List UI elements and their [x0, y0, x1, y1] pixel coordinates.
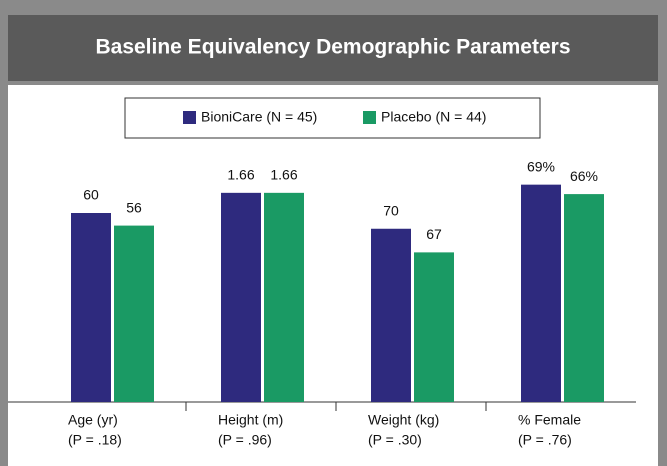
x-tick-label: % Female [518, 412, 581, 428]
legend-swatch [183, 111, 196, 124]
bar [564, 194, 604, 402]
legend-swatch [363, 111, 376, 124]
value-label: 1.66 [270, 167, 297, 183]
value-label: 67 [426, 226, 442, 242]
x-tick-note: (P = .18) [68, 432, 122, 448]
legend-label: Placebo (N = 44) [381, 109, 486, 125]
x-tick-label: Weight (kg) [368, 412, 439, 428]
value-label: 69% [527, 158, 555, 174]
value-label: 60 [83, 187, 99, 203]
bar [521, 184, 561, 402]
x-tick-label: Height (m) [218, 412, 283, 428]
bar [114, 225, 154, 402]
x-tick-note: (P = .96) [218, 432, 272, 448]
x-tick-label: Age (yr) [68, 412, 118, 428]
bar [414, 252, 454, 402]
value-label: 1.66 [227, 167, 254, 183]
bar [264, 192, 304, 402]
bar [221, 192, 261, 402]
value-label: 70 [383, 202, 399, 218]
bar [371, 228, 411, 402]
legend-label: BioniCare (N = 45) [201, 109, 317, 125]
x-tick-note: (P = .30) [368, 432, 422, 448]
value-label: 66% [570, 168, 598, 184]
bar [71, 213, 111, 402]
title-band [8, 15, 658, 81]
x-tick-note: (P = .76) [518, 432, 572, 448]
chart-title: Baseline Equivalency Demographic Paramet… [95, 36, 570, 59]
value-label: 56 [126, 199, 142, 215]
